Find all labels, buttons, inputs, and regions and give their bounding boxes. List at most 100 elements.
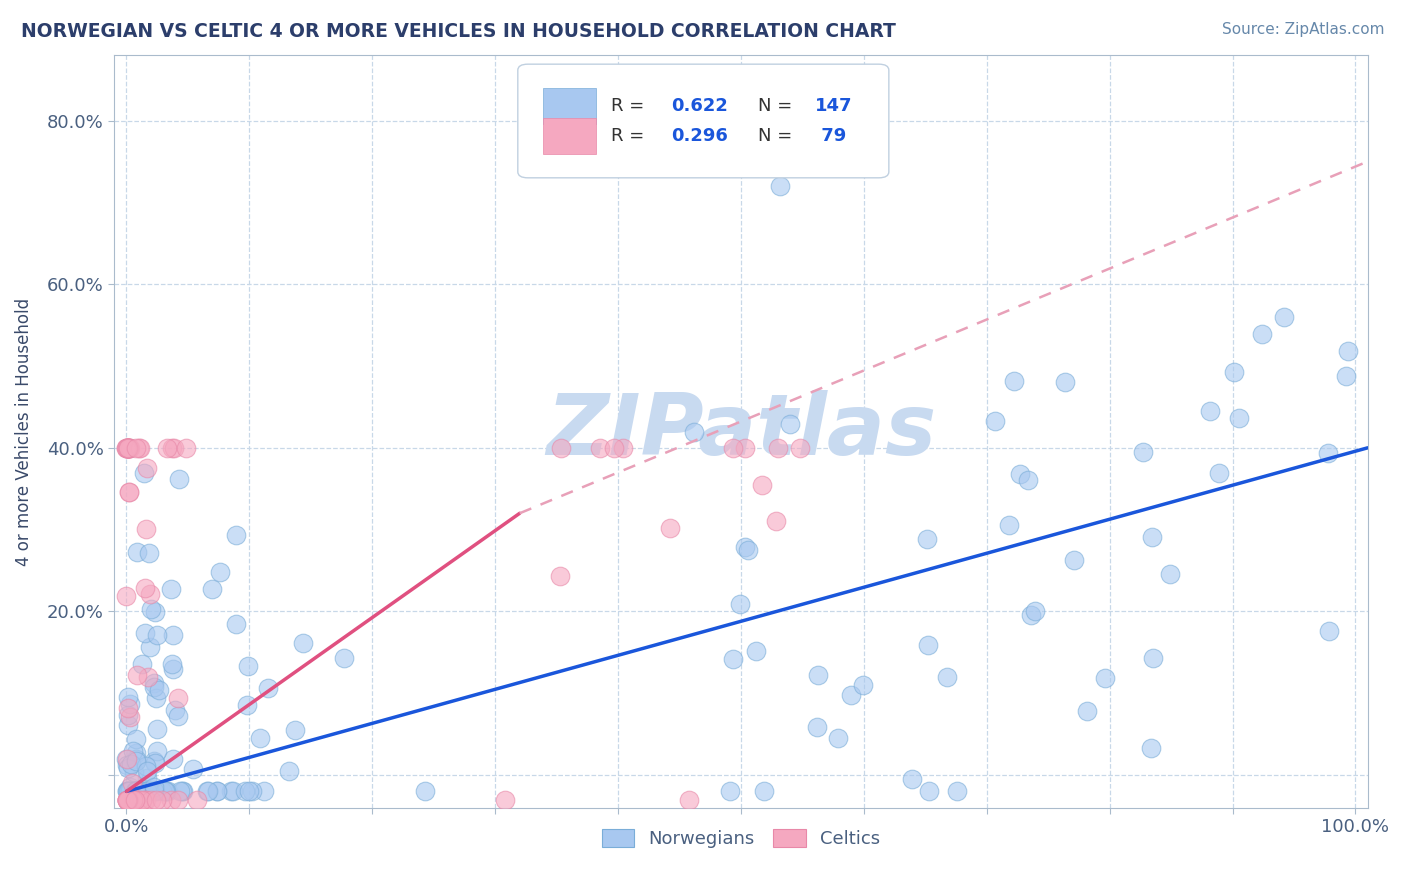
Point (827, 731, 849, 745)
Point (155, 784, 177, 798)
Point (233, 784, 256, 798)
Point (278, 764, 301, 778)
Point (1334, 368, 1357, 383)
Point (917, 532, 939, 546)
Point (768, 441, 790, 455)
Point (678, 792, 700, 806)
Point (120, 784, 142, 798)
Point (136, 784, 159, 798)
Point (1019, 607, 1042, 622)
Point (139, 640, 162, 654)
Point (1094, 672, 1116, 686)
Point (135, 784, 157, 798)
Text: R =: R = (610, 128, 650, 145)
Point (728, 597, 751, 611)
Point (1017, 473, 1039, 487)
Point (737, 543, 759, 558)
Point (138, 587, 160, 601)
Text: N =: N = (758, 128, 799, 145)
Text: Source: ZipAtlas.com: Source: ZipAtlas.com (1222, 22, 1385, 37)
Point (142, 676, 165, 690)
Point (1010, 467, 1032, 482)
Point (115, 792, 138, 806)
Point (136, 461, 159, 475)
Point (125, 754, 148, 768)
Point (136, 669, 159, 683)
Point (236, 698, 259, 712)
Point (240, 784, 263, 798)
Point (117, 792, 139, 806)
Text: 0.296: 0.296 (671, 128, 728, 145)
Point (121, 776, 143, 790)
Point (132, 784, 155, 798)
Point (734, 441, 756, 455)
Point (118, 484, 141, 499)
Point (124, 784, 146, 798)
Point (142, 680, 165, 694)
Point (917, 784, 939, 798)
Point (148, 682, 170, 697)
Point (134, 792, 156, 806)
Point (721, 441, 744, 455)
Point (139, 602, 162, 616)
Point (935, 670, 957, 684)
Text: N =: N = (758, 96, 799, 114)
Point (1002, 374, 1025, 388)
Point (209, 565, 232, 579)
FancyBboxPatch shape (543, 87, 596, 124)
Point (752, 784, 775, 798)
Point (901, 772, 924, 786)
Point (494, 792, 516, 806)
Point (1159, 567, 1181, 582)
Point (135, 764, 157, 778)
Point (153, 784, 176, 798)
Point (131, 657, 153, 672)
Point (143, 784, 166, 798)
Point (117, 718, 139, 732)
Point (118, 441, 141, 455)
Point (146, 628, 169, 642)
Text: 147: 147 (815, 96, 852, 114)
Point (124, 792, 146, 806)
Point (135, 758, 157, 772)
Point (118, 792, 141, 806)
Point (659, 521, 682, 535)
Point (125, 545, 148, 559)
Point (118, 484, 141, 499)
Point (167, 472, 190, 486)
Point (167, 709, 190, 723)
Point (683, 425, 706, 440)
Point (118, 792, 141, 806)
Point (143, 780, 166, 794)
Point (115, 792, 138, 806)
Point (138, 546, 160, 560)
Point (115, 792, 138, 806)
Point (115, 441, 138, 455)
Point (162, 441, 184, 455)
Point (1317, 624, 1340, 638)
Point (125, 441, 148, 455)
Point (917, 638, 939, 652)
FancyBboxPatch shape (517, 64, 889, 178)
Point (1139, 741, 1161, 756)
Point (284, 723, 307, 737)
Point (117, 441, 139, 455)
Point (118, 792, 141, 806)
Point (118, 710, 141, 724)
Point (117, 792, 139, 806)
Text: R =: R = (610, 96, 650, 114)
Point (721, 652, 744, 666)
Point (238, 784, 260, 798)
Point (1140, 530, 1163, 544)
Point (125, 784, 148, 798)
Point (1076, 704, 1098, 718)
Point (121, 792, 143, 806)
Point (1208, 466, 1230, 480)
Point (125, 667, 148, 681)
Point (984, 414, 1007, 428)
Point (201, 582, 224, 596)
Point (186, 792, 208, 806)
Point (249, 731, 271, 746)
Text: 0.622: 0.622 (671, 96, 728, 114)
Point (134, 467, 156, 481)
